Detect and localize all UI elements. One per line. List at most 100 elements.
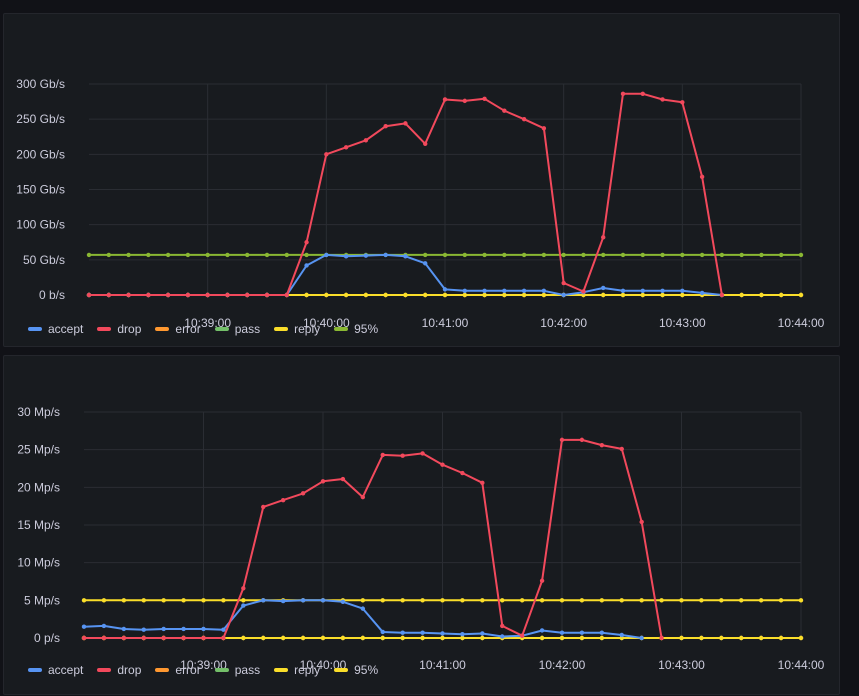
- data-point-drop: [304, 240, 309, 245]
- data-point-reply: [360, 635, 366, 641]
- data-point-95: [241, 598, 246, 603]
- data-point-95: [284, 252, 289, 258]
- legend-item-reply[interactable]: reply: [274, 322, 320, 336]
- legend-item-reply[interactable]: reply: [274, 663, 320, 677]
- data-point-95: [460, 598, 465, 603]
- legend-item-95[interactable]: 95%: [334, 663, 378, 677]
- data-point-drop: [201, 635, 206, 641]
- series-line-accept: [89, 253, 723, 296]
- data-point-95: [480, 598, 485, 603]
- legend-swatch-reply: [274, 327, 289, 331]
- data-point-drop: [440, 462, 445, 467]
- x-tick-label: 10:40:00: [303, 316, 350, 330]
- data-point-95: [599, 598, 605, 603]
- legend-item-95[interactable]: 95%: [334, 322, 378, 336]
- data-point-95: [146, 252, 151, 258]
- legend-item-drop[interactable]: drop: [97, 322, 141, 336]
- data-point-drop: [699, 174, 705, 180]
- legend-item-pass[interactable]: pass: [214, 663, 260, 677]
- legend-label-error: error: [175, 322, 201, 336]
- data-point-reply: [440, 635, 445, 641]
- x-tick-label: 10:43:00: [658, 658, 705, 672]
- data-point-95: [245, 252, 250, 258]
- x-tick-label: 10:42:00: [539, 658, 586, 672]
- data-point-accept: [482, 288, 487, 293]
- y-tick-label: 100 Gb/s: [16, 218, 65, 232]
- data-point-drop: [146, 292, 151, 298]
- data-point-95: [659, 598, 664, 603]
- legend-label-error: error: [175, 663, 201, 677]
- data-point-reply: [462, 292, 467, 298]
- data-point-accept: [261, 598, 266, 603]
- data-point-drop: [363, 138, 369, 143]
- data-point-95: [161, 598, 166, 603]
- data-point-accept: [141, 627, 146, 632]
- data-point-reply: [798, 635, 804, 641]
- legend-swatch-accept: [28, 327, 42, 331]
- x-tick-label: 10:44:00: [778, 316, 825, 330]
- data-point-95: [660, 252, 665, 258]
- y-tick-label: 50 Gb/s: [23, 253, 65, 267]
- legend-item-pass[interactable]: pass: [214, 322, 260, 336]
- data-point-drop: [141, 635, 146, 641]
- data-point-95: [126, 252, 131, 258]
- data-point-reply: [719, 635, 724, 641]
- data-point-reply: [300, 635, 306, 641]
- data-point-reply: [261, 635, 266, 641]
- data-point-drop: [579, 437, 585, 443]
- data-point-reply: [460, 635, 465, 641]
- data-point-accept: [380, 629, 385, 635]
- legend-swatch-error: [155, 327, 170, 331]
- data-point-95: [579, 598, 585, 603]
- data-point-95: [559, 598, 565, 603]
- data-point-reply: [601, 292, 606, 298]
- data-point-accept: [363, 253, 369, 258]
- data-point-drop: [482, 96, 487, 101]
- data-point-reply: [380, 635, 385, 641]
- data-point-drop: [460, 470, 465, 476]
- x-tick-label: 10:42:00: [540, 316, 587, 330]
- data-point-95: [141, 598, 146, 603]
- data-point-reply: [680, 292, 685, 298]
- data-point-accept: [619, 632, 624, 638]
- data-point-accept: [640, 288, 645, 293]
- data-point-drop: [521, 116, 527, 122]
- data-point-drop: [502, 108, 507, 113]
- y-tick-label: 5 Mp/s: [24, 593, 60, 607]
- data-point-reply: [480, 635, 485, 641]
- packet-rate-chart: 0 p/s 5 Mp/s 10 Mp/s 15 Mp/s 20 Mp/s 25 Mp/s 3…: [17, 405, 824, 672]
- data-point-drop: [541, 126, 547, 131]
- legend-item-error[interactable]: error: [155, 663, 201, 677]
- data-point-accept: [121, 626, 127, 632]
- data-point-drop: [400, 453, 405, 458]
- legend-item-drop[interactable]: drop: [97, 663, 141, 677]
- data-point-95: [778, 598, 784, 603]
- data-point-accept: [660, 288, 665, 293]
- data-point-drop: [403, 121, 408, 126]
- data-point-95: [462, 252, 467, 258]
- data-point-drop: [320, 479, 326, 484]
- data-point-95: [699, 252, 705, 258]
- data-point-95: [680, 252, 685, 258]
- data-point-drop: [106, 292, 111, 298]
- data-point-reply: [383, 292, 388, 298]
- legend-item-error[interactable]: error: [155, 322, 201, 336]
- legend-item-accept[interactable]: accept: [28, 663, 83, 677]
- data-point-drop: [383, 124, 388, 129]
- data-point-95: [679, 598, 684, 603]
- data-point-drop: [261, 504, 266, 510]
- data-point-accept: [81, 624, 87, 629]
- data-point-accept: [221, 627, 226, 632]
- y-tick-label: 25 Mp/s: [17, 443, 60, 457]
- y-tick-label: 300 Gb/s: [16, 77, 65, 91]
- legend-item-accept[interactable]: accept: [28, 322, 83, 336]
- legend-swatch-95: [334, 327, 349, 331]
- data-point-95: [185, 252, 191, 258]
- data-point-accept: [639, 635, 644, 641]
- data-point-95: [601, 252, 606, 258]
- data-point-95: [739, 598, 744, 603]
- series-drop: [81, 437, 664, 641]
- y-tick-label: 15 Mp/s: [17, 518, 60, 532]
- data-point-drop: [340, 476, 346, 482]
- data-point-drop: [221, 635, 226, 641]
